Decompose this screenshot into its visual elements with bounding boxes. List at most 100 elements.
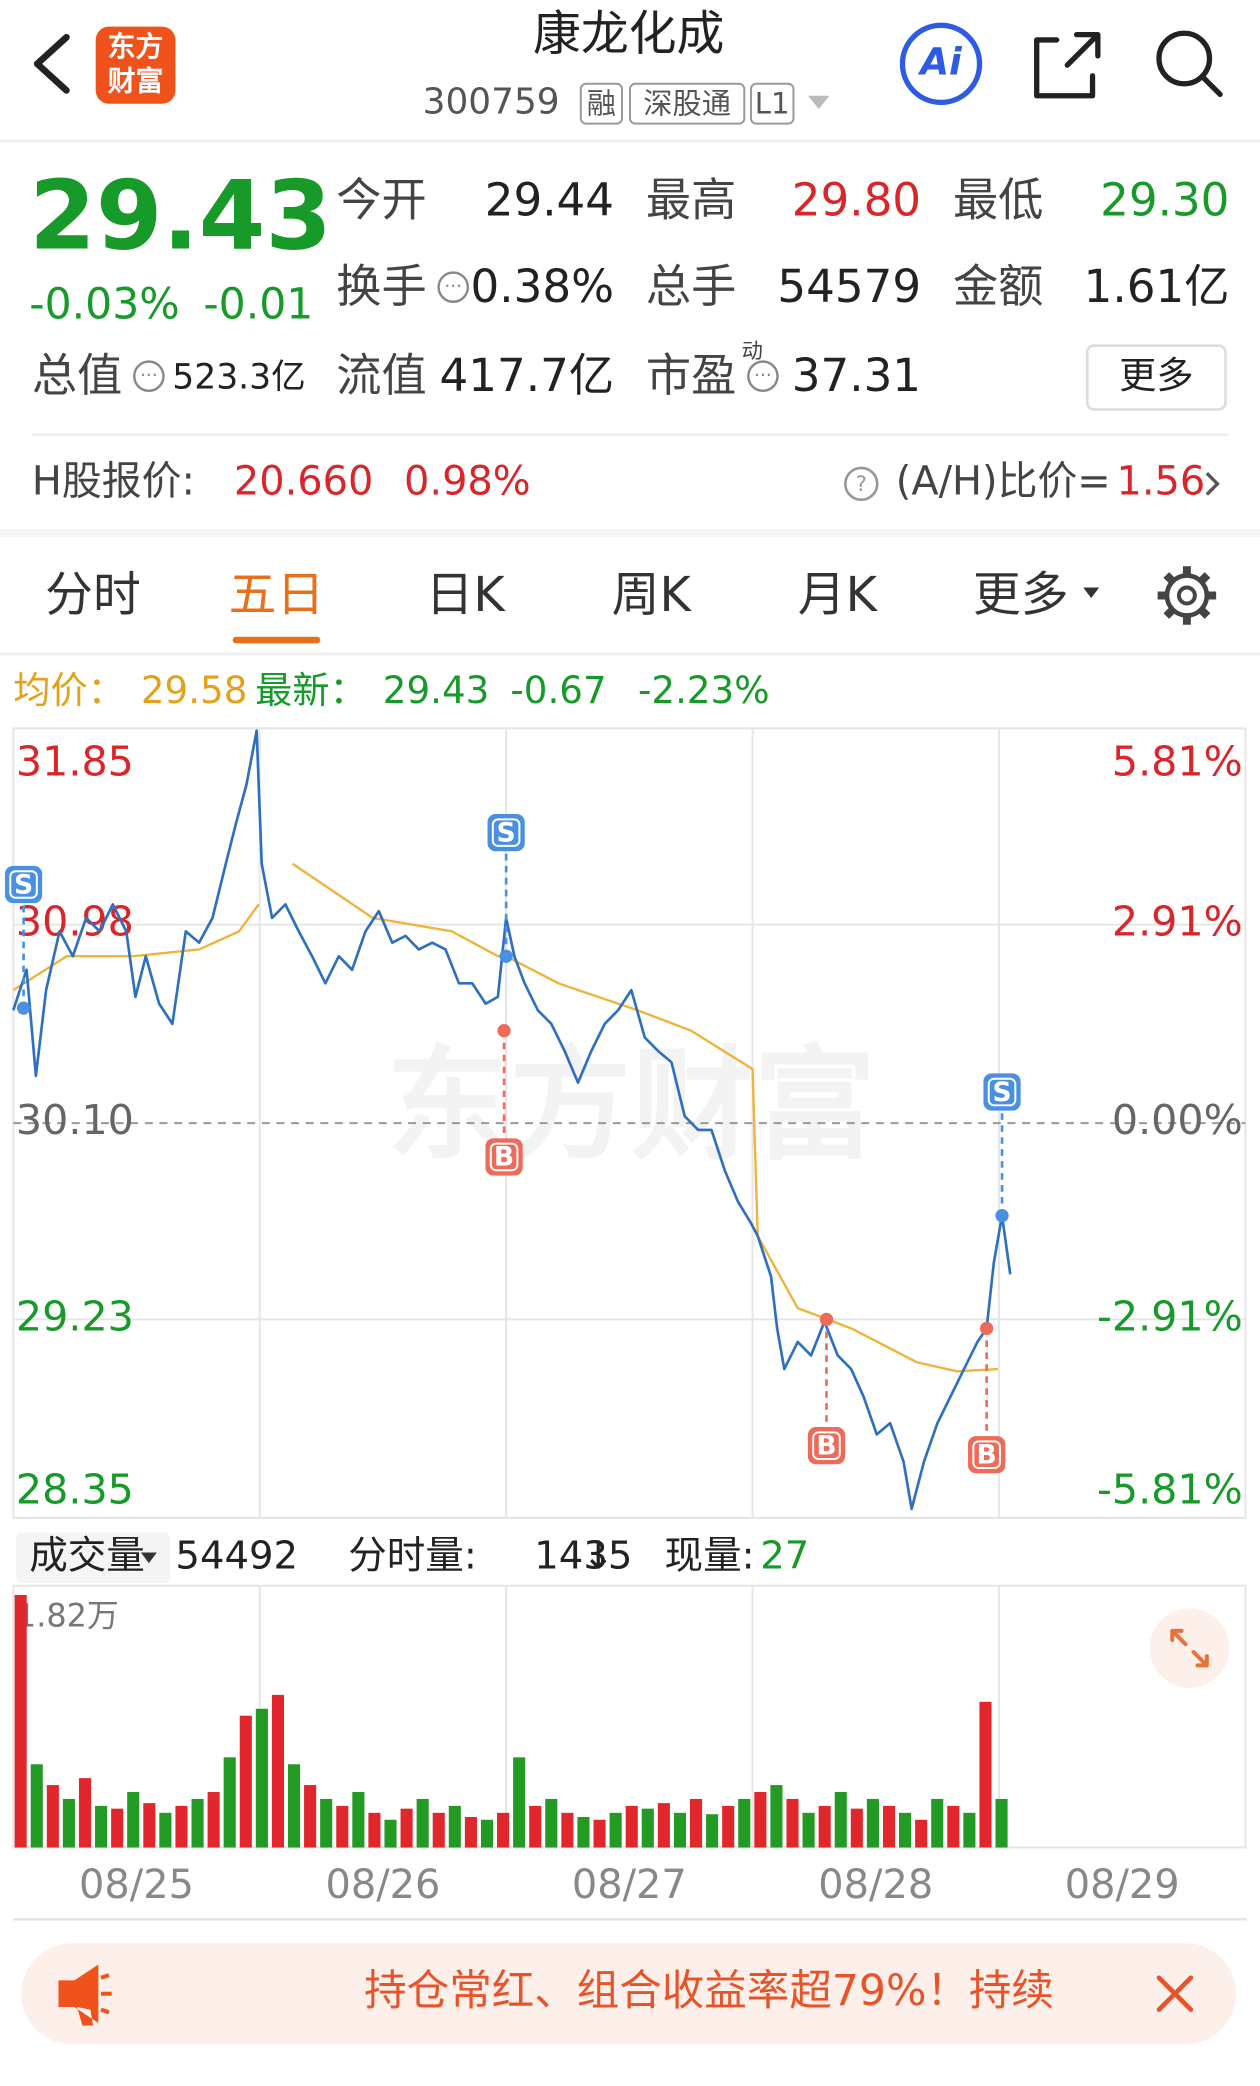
trade-badge[interactable] [485,1138,523,1176]
volume-max-label: 1.82万 [16,1597,119,1635]
volume-bar [239,1715,252,1848]
volume-bar [400,1808,413,1848]
chevron[interactable] [1205,472,1220,496]
volume-bar [657,1803,670,1848]
field-value: 1.61亿 [1084,260,1230,313]
latest-value: 29.43 [383,668,490,712]
search-button[interactable] [1156,30,1213,87]
y-tick-label: 31.85 [16,737,134,785]
trade-badge[interactable] [487,814,525,852]
volume-total: 54492 [175,1533,298,1578]
field-label: 总手 [646,260,736,313]
minute-volume-trend: ↓ [582,1533,614,1578]
field-label: 流值 [336,349,426,402]
settings-button[interactable] [1157,566,1217,625]
trade-point [499,949,513,963]
y2-tick-label: 2.91% [1112,898,1243,946]
tag-box [629,82,746,125]
trade-badge[interactable] [807,1427,846,1465]
trade-point [16,1001,31,1015]
info-icon[interactable] [437,271,470,303]
volume-selector-label[interactable]: 成交量 [29,1533,145,1578]
dropdown-arrow[interactable] [808,95,830,110]
trade-badge[interactable] [968,1436,1006,1474]
volume-bar [207,1792,220,1848]
stock-tag: 融 [587,87,616,121]
help-icon[interactable] [843,466,879,502]
field-value: 37.31 [792,349,921,402]
banner-text[interactable]: 持仓常红、组合收益率超79%！持续 [364,1967,1054,2016]
search-handle [1200,74,1223,98]
trade-badge[interactable] [983,1073,1021,1111]
megaphone-icon [58,1964,99,2026]
info-icon-dots: ··· [754,366,772,387]
field-label: 换手 [336,260,426,313]
promo-banner[interactable] [21,1943,1237,2045]
info-icon[interactable] [747,360,779,392]
field-value: 523.3亿 [172,357,305,397]
banner-close[interactable] [1156,1975,1194,2012]
back-button[interactable] [33,33,70,94]
volume-bar [368,1812,381,1848]
volume-bar [384,1819,397,1848]
volume-bar [931,1798,944,1848]
tab[interactable]: 分时 [45,568,141,623]
volume-bar [689,1798,703,1848]
field-label: 最低 [953,173,1043,226]
volume-bar [722,1805,735,1848]
volume-bar [963,1812,976,1848]
volume-bar [625,1805,638,1848]
volume-bar [882,1805,896,1848]
ai-label[interactable]: Ai [917,39,963,83]
volume-bar [62,1798,75,1848]
tab-more-arrow[interactable] [1083,587,1100,599]
field-value: 29.80 [792,173,921,226]
field-label: 今开 [336,173,426,226]
y-tick-label: 29.23 [16,1292,134,1340]
volume-bar [432,1812,445,1848]
h-share-label: H股报价: [32,458,195,504]
x-tick-label: 08/28 [818,1862,933,1908]
info-icon-dots: ··· [140,366,158,387]
y2-tick-label: -2.91% [1097,1292,1243,1340]
y2-tick-label: -5.81% [1097,1466,1243,1514]
field-value: 29.44 [485,173,614,226]
h-share-price: 20.660 [234,458,373,504]
volume-bar [545,1798,558,1848]
tab[interactable]: 月K [798,568,879,623]
tab[interactable]: 更多 [973,568,1069,623]
tab[interactable]: 日K [426,568,507,623]
logo-text: 东方 [108,30,164,63]
info-icon[interactable] [133,360,165,392]
field-value: 54579 [777,260,921,313]
minute-volume-label: 分时量: [348,1533,477,1578]
price-line [12,729,1012,1511]
x-tick-label: 08/29 [1065,1862,1180,1908]
volume-bar [915,1819,928,1848]
volume-bar [593,1819,606,1848]
trade-badge[interactable] [4,865,43,904]
volume-selector[interactable] [15,1532,171,1584]
tab[interactable]: 周K [612,568,693,623]
trade-badge-inner [489,1142,519,1172]
app-logo[interactable] [95,26,176,104]
volume-bar [641,1808,654,1848]
change-amount: -0.01 [203,281,313,330]
tab[interactable]: 五日 [229,568,325,623]
ai-button[interactable] [899,22,983,106]
field-label: 最高 [646,173,736,226]
trade-point [979,1321,994,1336]
y-tick-label: 28.35 [16,1466,134,1514]
y-tick-label: 30.98 [16,898,134,946]
volume-bar [175,1805,188,1848]
volume-bar [850,1808,863,1848]
volume-bar [561,1812,574,1848]
more-button[interactable] [1085,344,1227,411]
expand-button[interactable] [1149,1608,1230,1689]
change-percent: -0.03% [29,281,179,330]
share-button[interactable] [1034,31,1101,99]
more-button-label[interactable]: 更多 [1119,353,1193,397]
field-label: 总值 [32,349,122,402]
